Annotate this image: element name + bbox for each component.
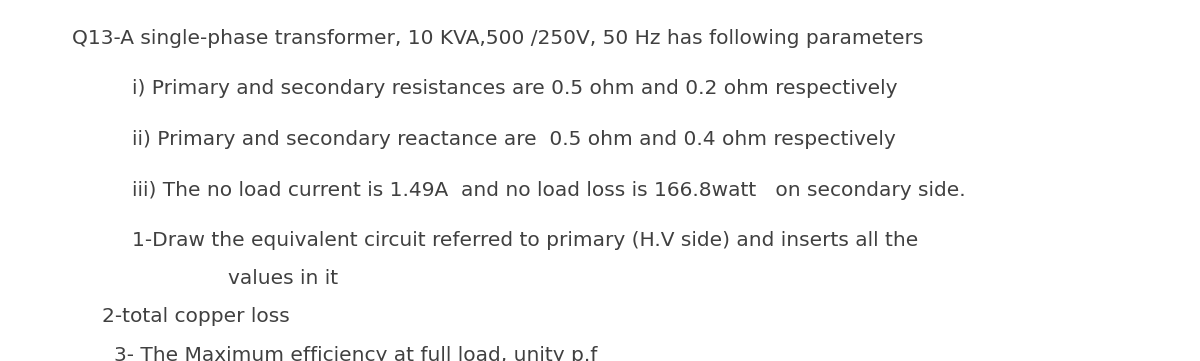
Text: 3- The Maximum efficiency at full load, unity p.f: 3- The Maximum efficiency at full load, …	[114, 346, 598, 361]
Text: 1-Draw the equivalent circuit referred to primary (H.V side) and inserts all the: 1-Draw the equivalent circuit referred t…	[132, 231, 918, 250]
Text: 2-total copper loss: 2-total copper loss	[102, 307, 289, 326]
Text: i) Primary and secondary resistances are 0.5 ohm and 0.2 ohm respectively: i) Primary and secondary resistances are…	[132, 79, 898, 99]
Text: ii) Primary and secondary reactance are  0.5 ohm and 0.4 ohm respectively: ii) Primary and secondary reactance are …	[132, 130, 895, 149]
Text: iii) The no load current is 1.49A  and no load loss is 166.8watt   on secondary : iii) The no load current is 1.49A and no…	[132, 180, 966, 200]
Text: values in it: values in it	[228, 269, 338, 288]
Text: Q13-A single-phase transformer, 10 KVA,500 /250V, 50 Hz has following parameters: Q13-A single-phase transformer, 10 KVA,5…	[72, 29, 923, 48]
